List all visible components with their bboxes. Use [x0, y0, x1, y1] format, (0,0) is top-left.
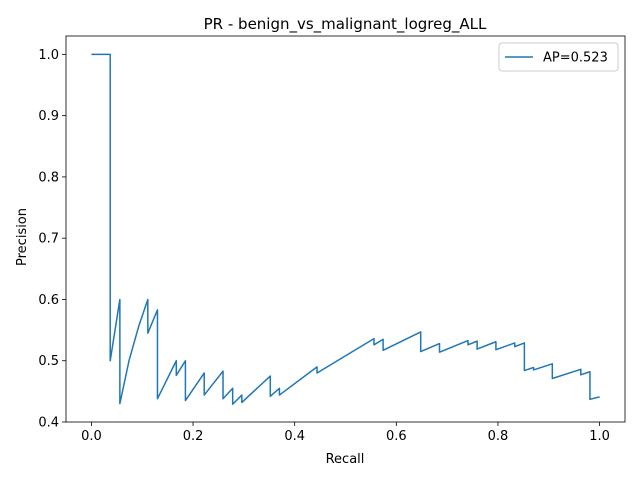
series-line-0	[91, 53, 600, 405]
legend-box	[498, 42, 619, 72]
y-tick-label: 0.9	[38, 109, 59, 124]
legend: AP=0.523	[498, 42, 619, 72]
y-tick-label: 0.8	[38, 170, 59, 185]
x-tick-label: 0.0	[81, 429, 102, 444]
x-tick-label: 0.8	[488, 429, 509, 444]
y-tick-label: 1.0	[38, 48, 59, 63]
axis-ticks: 0.0 0.2 0.4 0.6 0.8 1.0 0.4 0.5 0.6 0.7 0.8 0.9 1.0	[38, 48, 610, 444]
y-tick-label: 0.7	[38, 232, 59, 247]
x-axis-label: Recall	[326, 452, 365, 467]
x-tick-label: 0.4	[284, 429, 305, 444]
x-tick-label: 1.0	[589, 429, 610, 444]
axes-frame	[65, 35, 626, 423]
legend-entry-label: AP=0.523	[543, 51, 608, 66]
x-tick-label: 0.2	[183, 429, 204, 444]
x-tick-label: 0.6	[386, 429, 407, 444]
y-tick-label: 0.5	[38, 354, 59, 369]
y-tick-label: 0.4	[38, 416, 59, 431]
chart-title: PR - benign_vs_malignant_logreg_ALL	[204, 15, 487, 34]
y-axis-label: Precision	[15, 208, 30, 266]
y-tick-label: 0.6	[38, 293, 59, 308]
plot-area	[65, 35, 626, 423]
